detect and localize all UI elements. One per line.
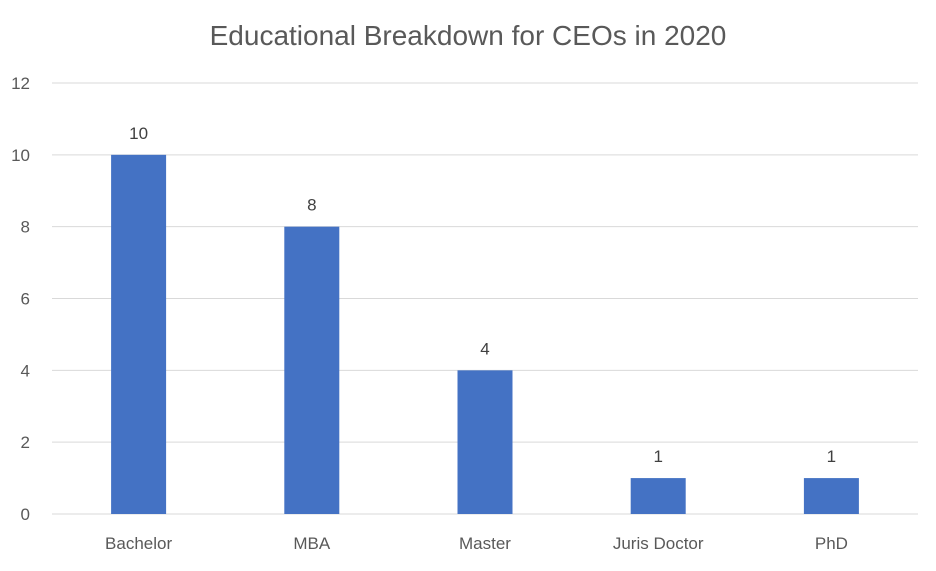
y-tick-label: 6 (21, 290, 30, 309)
x-tick-label: MBA (293, 534, 331, 553)
y-tick-label: 8 (21, 218, 30, 237)
data-labels: 10 8 4 1 1 (129, 124, 836, 466)
bar (457, 370, 513, 514)
data-label: 8 (307, 196, 316, 215)
data-label: 10 (129, 124, 148, 143)
x-tick-label: Master (459, 534, 511, 553)
bars (111, 154, 859, 515)
data-label: 4 (480, 339, 489, 358)
y-tick-label: 2 (21, 433, 30, 452)
y-tick-label: 0 (21, 505, 30, 524)
x-axis-tick-labels: Bachelor MBA Master Juris Doctor PhD (105, 534, 848, 553)
x-tick-label: Juris Doctor (613, 534, 704, 553)
y-tick-label: 12 (11, 74, 30, 93)
data-label: 1 (827, 447, 836, 466)
bar (630, 478, 686, 514)
y-tick-label: 10 (11, 146, 30, 165)
y-axis-tick-labels: 0 2 4 6 8 10 12 (11, 74, 30, 524)
bar (284, 226, 340, 514)
x-tick-label: PhD (815, 534, 848, 553)
bar (803, 478, 859, 514)
y-tick-label: 4 (21, 361, 30, 380)
bar (111, 154, 167, 515)
chart-title: Educational Breakdown for CEOs in 2020 (210, 20, 727, 51)
data-label: 1 (653, 447, 662, 466)
x-tick-label: Bachelor (105, 534, 172, 553)
